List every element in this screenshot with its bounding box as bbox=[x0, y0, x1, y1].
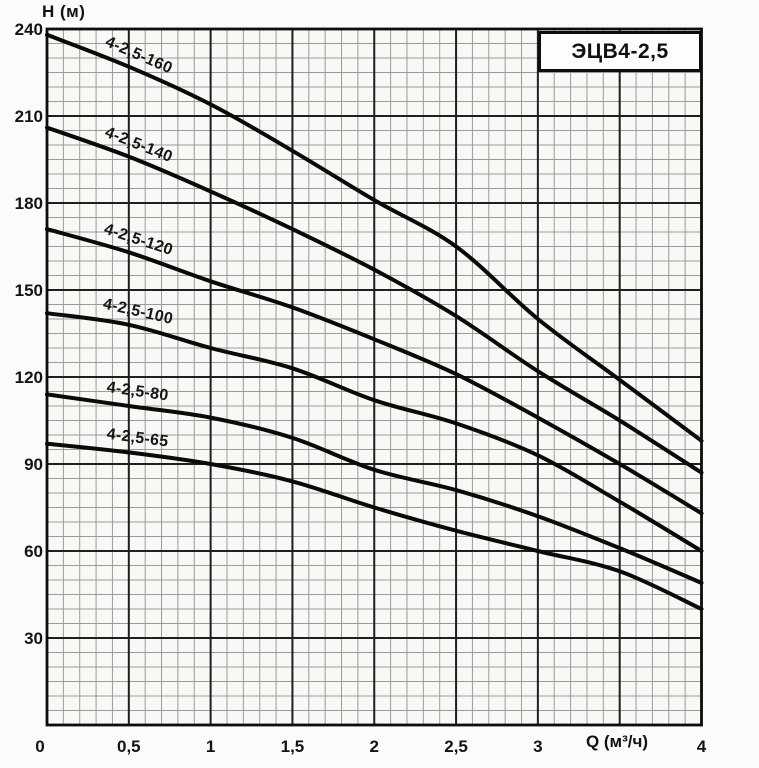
pump-model-title: ЭЦВ4-2,5 bbox=[571, 39, 669, 63]
x-tick-label-1,5: 1,5 bbox=[281, 737, 305, 756]
plot-border bbox=[45, 27, 703, 727]
y-tick-label-60: 60 bbox=[24, 542, 43, 561]
y-tick-label-210: 210 bbox=[15, 107, 43, 126]
x-tick-label-2,5: 2,5 bbox=[444, 737, 468, 756]
x-tick-label-4: 4 bbox=[697, 737, 707, 756]
curve-4-2,5-80 bbox=[45, 392, 704, 585]
y-tick-label-180: 180 bbox=[15, 194, 43, 213]
curve-4-2,5-160 bbox=[45, 32, 704, 443]
y-tick-label-30: 30 bbox=[24, 629, 43, 648]
x-tick-label-2: 2 bbox=[370, 737, 379, 756]
y-tick-label-120: 120 bbox=[15, 368, 43, 387]
curve-4-2,5-65 bbox=[45, 441, 704, 611]
curve-4-2,5-140 bbox=[45, 125, 704, 475]
y-tick-label-90: 90 bbox=[24, 455, 43, 474]
curve-4-2,5-120 bbox=[45, 227, 704, 516]
x-tick-label-0,5: 0,5 bbox=[117, 737, 141, 756]
x-tick-label-0: 0 bbox=[35, 737, 44, 756]
y-tick-label-150: 150 bbox=[15, 281, 43, 300]
y-tick-label-240: 240 bbox=[15, 20, 43, 39]
x-tick-label-3: 3 bbox=[533, 737, 542, 756]
y-axis-title: Н (м) bbox=[42, 2, 86, 21]
x-axis-title: Q (м³/ч) bbox=[585, 732, 649, 751]
x-tick-label-1: 1 bbox=[206, 737, 215, 756]
curve-4-2,5-100 bbox=[45, 311, 704, 553]
pump-model-title-box: ЭЦВ4-2,5 bbox=[538, 31, 702, 72]
